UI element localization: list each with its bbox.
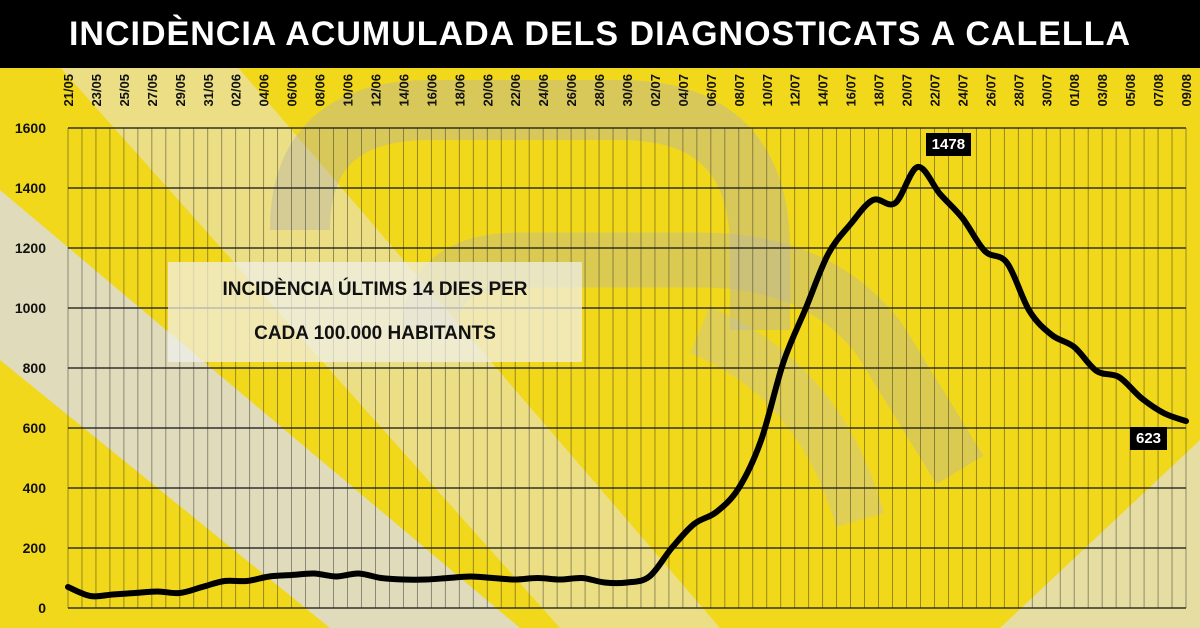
x-tick-label: 21/05 xyxy=(61,74,76,107)
y-tick-label: 800 xyxy=(23,360,47,376)
series-line xyxy=(65,164,1189,600)
x-tick-label: 23/05 xyxy=(89,74,104,107)
x-tick-label: 20/07 xyxy=(900,74,915,107)
y-tick-label: 1000 xyxy=(15,300,46,316)
y-axis-tick-labels: 0 200 400 600 800 1000 1200 1400 1600 xyxy=(15,120,46,616)
x-tick-label: 10/07 xyxy=(760,74,775,107)
x-tick-label: 16/06 xyxy=(424,74,439,107)
y-tick-label: 600 xyxy=(23,420,47,436)
x-tick-label: 06/06 xyxy=(285,74,300,107)
x-tick-label: 12/07 xyxy=(788,74,803,107)
info-box: INCIDÈNCIA ÚLTIMS 14 DIES PER CADA 100.0… xyxy=(168,262,582,362)
y-tick-label: 0 xyxy=(38,600,46,616)
annotation-peak: 1478 xyxy=(925,133,972,156)
x-tick-label: 26/06 xyxy=(564,74,579,107)
x-tick-label: 29/05 xyxy=(173,74,188,107)
x-tick-label: 14/06 xyxy=(396,74,411,107)
x-tick-label: 18/07 xyxy=(872,74,887,107)
x-tick-label: 04/07 xyxy=(676,74,691,107)
x-tick-label: 07/08 xyxy=(1151,74,1166,107)
x-tick-label: 18/06 xyxy=(452,74,467,107)
x-tick-label: 08/06 xyxy=(313,74,328,107)
y-tick-label: 1400 xyxy=(15,180,46,196)
x-tick-label: 26/07 xyxy=(983,74,998,107)
chart-title: INCIDÈNCIA ACUMULADA DELS DIAGNOSTICATS … xyxy=(68,14,1132,53)
info-line-1: INCIDÈNCIA ÚLTIMS 14 DIES PER xyxy=(222,279,528,300)
title-bar: INCIDÈNCIA ACUMULADA DELS DIAGNOSTICATS … xyxy=(0,0,1200,68)
x-tick-label: 06/07 xyxy=(704,74,719,107)
x-tick-label: 27/05 xyxy=(145,74,160,107)
info-line-2: CADA 100.000 HABITANTS xyxy=(254,323,496,344)
x-tick-label: 08/07 xyxy=(732,74,747,107)
x-tick-label: 30/06 xyxy=(620,74,635,107)
y-tick-label: 1600 xyxy=(15,120,46,136)
vertical-gridlines xyxy=(67,128,1187,608)
x-axis-tick-labels: 21/05 23/05 25/05 27/05 29/05 31/05 02/06 04/06… xyxy=(61,74,1194,107)
x-tick-label: 22/07 xyxy=(927,74,942,107)
x-tick-label: 04/06 xyxy=(257,74,272,107)
y-tick-label: 1200 xyxy=(15,240,46,256)
x-tick-label: 22/06 xyxy=(508,74,523,107)
x-tick-label: 16/07 xyxy=(844,74,859,107)
x-tick-label: 24/06 xyxy=(536,74,551,107)
x-tick-label: 03/08 xyxy=(1095,74,1110,107)
x-tick-label: 25/05 xyxy=(117,74,132,107)
x-tick-label: 20/06 xyxy=(480,74,495,107)
x-tick-label: 28/06 xyxy=(592,74,607,107)
x-tick-label: 09/08 xyxy=(1179,74,1194,107)
x-tick-label: 28/07 xyxy=(1011,74,1026,107)
x-tick-label: 05/08 xyxy=(1123,74,1138,107)
y-tick-label: 200 xyxy=(23,540,47,556)
series-lines xyxy=(65,164,1189,600)
x-tick-label: 02/06 xyxy=(229,74,244,107)
x-tick-label: 10/06 xyxy=(341,74,356,107)
annotation-last: 623 xyxy=(1130,427,1168,451)
x-tick-label: 02/07 xyxy=(648,74,663,107)
x-tick-label: 24/07 xyxy=(955,74,970,107)
y-tick-label: 400 xyxy=(23,480,47,496)
x-tick-label: 31/05 xyxy=(201,74,216,107)
x-tick-label: 12/06 xyxy=(368,74,383,107)
x-tick-label: 30/07 xyxy=(1039,74,1054,107)
x-tick-label: 01/08 xyxy=(1067,74,1082,107)
x-tick-label: 14/07 xyxy=(816,74,831,107)
